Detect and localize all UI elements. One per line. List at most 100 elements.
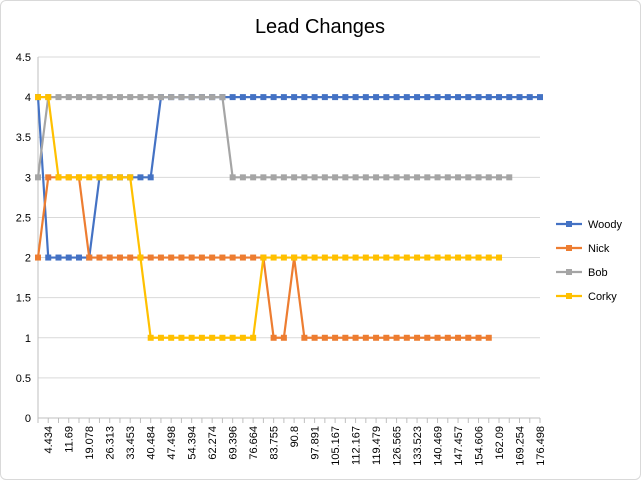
data-point xyxy=(403,174,410,181)
data-point xyxy=(465,94,472,101)
data-point xyxy=(373,94,380,101)
data-point xyxy=(260,94,267,101)
legend-swatch-marker xyxy=(566,293,572,299)
data-point xyxy=(383,254,390,261)
data-point xyxy=(55,254,62,261)
legend-swatch-marker xyxy=(566,269,572,275)
y-tick-label: 1.5 xyxy=(16,293,31,305)
data-point xyxy=(444,94,451,101)
data-point xyxy=(465,174,472,181)
y-tick-label: 4 xyxy=(25,92,31,104)
data-point xyxy=(188,94,195,101)
data-point xyxy=(157,334,164,341)
data-point xyxy=(35,254,41,261)
data-point xyxy=(311,94,318,101)
data-point xyxy=(475,334,482,341)
data-point xyxy=(496,94,503,101)
data-point xyxy=(311,334,318,341)
x-tick-label: 33.453 xyxy=(125,426,137,460)
data-point xyxy=(198,254,205,261)
data-point xyxy=(321,254,328,261)
data-point xyxy=(86,94,93,101)
data-point xyxy=(373,174,380,181)
data-point xyxy=(219,94,226,101)
data-point xyxy=(383,94,390,101)
data-point xyxy=(516,94,523,101)
data-point xyxy=(291,174,298,181)
data-point xyxy=(455,334,462,341)
x-tick-label: 97.891 xyxy=(310,426,322,460)
data-point xyxy=(239,334,246,341)
data-point xyxy=(157,94,164,101)
x-tick-label: 133.523 xyxy=(412,426,424,466)
data-point xyxy=(209,334,216,341)
data-point xyxy=(403,254,410,261)
y-tick-label: 2 xyxy=(25,253,31,265)
data-point xyxy=(229,94,236,101)
data-point xyxy=(270,94,277,101)
legend-item-corky: Corky xyxy=(556,291,617,303)
legend-label: Corky xyxy=(588,291,617,303)
data-point xyxy=(127,94,134,101)
data-point xyxy=(209,254,216,261)
data-point xyxy=(250,174,257,181)
data-point xyxy=(496,254,503,261)
data-point xyxy=(178,94,185,101)
data-point xyxy=(188,254,195,261)
data-point xyxy=(414,254,421,261)
data-point xyxy=(86,174,93,181)
data-point xyxy=(137,94,144,101)
data-point xyxy=(280,254,287,261)
data-point xyxy=(270,254,277,261)
data-point xyxy=(116,254,123,261)
data-point xyxy=(321,174,328,181)
data-point xyxy=(537,94,543,101)
data-point xyxy=(455,174,462,181)
data-point xyxy=(178,254,185,261)
data-point xyxy=(311,254,318,261)
data-point xyxy=(332,254,339,261)
data-point xyxy=(485,334,492,341)
data-point xyxy=(229,254,236,261)
data-point xyxy=(424,254,431,261)
x-tick-label: 140.469 xyxy=(433,426,445,466)
x-tick-label: 105.167 xyxy=(330,426,342,466)
data-point xyxy=(352,254,359,261)
data-point xyxy=(393,174,400,181)
data-point xyxy=(321,94,328,101)
data-point xyxy=(352,334,359,341)
data-point xyxy=(332,174,339,181)
data-point xyxy=(198,94,205,101)
data-point xyxy=(280,174,287,181)
data-point xyxy=(147,254,154,261)
x-tick-label: 54.394 xyxy=(187,426,199,460)
x-tick-label: 119.479 xyxy=(371,426,383,465)
data-point xyxy=(475,174,482,181)
data-point xyxy=(424,94,431,101)
data-point xyxy=(157,254,164,261)
data-point xyxy=(270,334,277,341)
data-point xyxy=(485,174,492,181)
data-point xyxy=(116,174,123,181)
data-point xyxy=(147,94,154,101)
data-point xyxy=(168,94,175,101)
y-axis: 0 0.5 1 1.5 2 2.5 3 3.5 4 4.5 xyxy=(16,52,31,425)
y-tick-label: 1 xyxy=(25,333,31,345)
data-point xyxy=(444,174,451,181)
x-tick-label: 90.8 xyxy=(289,426,301,447)
legend-item-woody: Woody xyxy=(556,219,623,231)
data-point xyxy=(250,254,257,261)
data-point xyxy=(342,94,349,101)
data-point xyxy=(332,94,339,101)
x-tick-label: 19.078 xyxy=(84,426,96,460)
x-tick-label: 83.755 xyxy=(269,426,281,460)
data-point xyxy=(219,254,226,261)
series-corky xyxy=(35,94,503,341)
data-point xyxy=(229,174,236,181)
data-point xyxy=(106,174,113,181)
y-tick-label: 3.5 xyxy=(16,132,31,144)
data-point xyxy=(475,94,482,101)
data-point xyxy=(260,174,267,181)
data-point xyxy=(127,174,134,181)
data-point xyxy=(96,254,103,261)
